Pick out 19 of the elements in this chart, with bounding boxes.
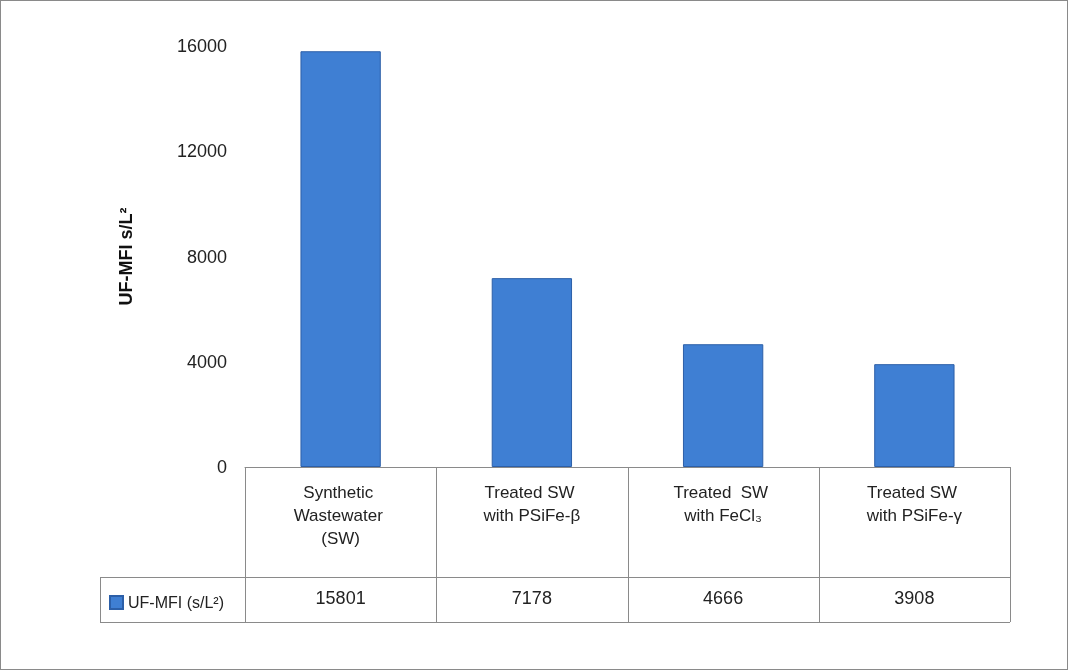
y-tick-label: 12000 xyxy=(176,141,227,162)
x-tick-label: Treated SW with PSiFe-γ xyxy=(865,483,963,525)
bar xyxy=(682,344,764,467)
y-tick-label: 16000 xyxy=(176,36,227,56)
bar xyxy=(874,364,955,467)
data-label: 4666 xyxy=(702,588,745,609)
x-tick-label: Synthetic Wastewater (SW) xyxy=(293,483,388,548)
x-tick-label: Treated SW with FeCl₃ xyxy=(673,483,773,525)
y-axis-title: UF-MFI s/L² xyxy=(116,207,136,306)
bar xyxy=(491,278,573,467)
data-label: 7178 xyxy=(510,588,553,609)
data-label: 3908 xyxy=(893,588,936,609)
bar xyxy=(300,51,381,467)
y-tick-label: 4000 xyxy=(186,351,227,372)
y-tick-label: 8000 xyxy=(186,246,227,267)
data-label: 15801 xyxy=(314,588,367,609)
legend-label: UF-MFI (s/L²) xyxy=(128,594,224,611)
y-tick-label: 0 xyxy=(216,457,227,477)
x-tick-label: Treated SW with PSiFe-β xyxy=(482,483,581,525)
